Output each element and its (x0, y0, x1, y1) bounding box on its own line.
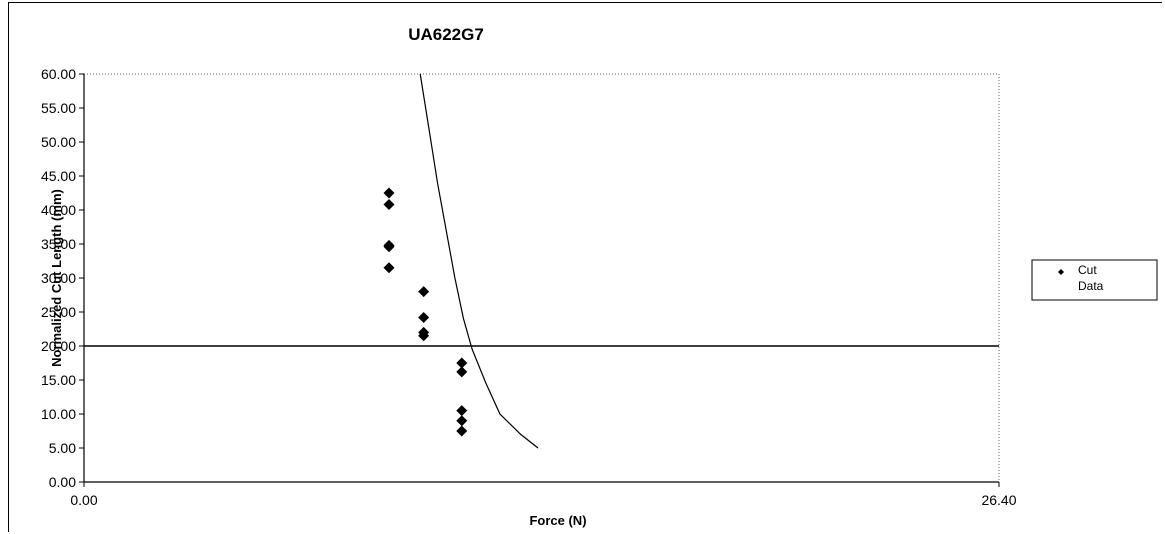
y-tick-label: 40.00 (41, 202, 76, 218)
legend-label-line1: Cut (1078, 263, 1097, 277)
data-point (456, 366, 468, 378)
x-axis-title: Force (N) (529, 513, 586, 528)
y-tick-label: 45.00 (41, 168, 76, 184)
data-point (456, 357, 468, 369)
data-point (418, 286, 430, 298)
y-tick-label: 25.00 (41, 304, 76, 320)
y-tick-label: 20.00 (41, 338, 76, 354)
legend: Cut Data (1031, 259, 1158, 301)
y-tick-label: 5.00 (49, 440, 76, 456)
chart-title: UA622G7 (408, 25, 484, 44)
y-tick-label: 35.00 (41, 236, 76, 252)
data-point (383, 262, 395, 274)
y-axis-title: Normalized Cut Length (mm) (49, 189, 64, 367)
data-point (418, 311, 430, 323)
y-tick-label: 0.00 (49, 474, 76, 490)
chart-frame: UA622G7 0.00 5.00 10.00 15.00 20.00 25.00 30.0… (8, 2, 1162, 532)
y-tick-label: 50.00 (41, 134, 76, 150)
y-tick-label: 55.00 (41, 100, 76, 116)
x-tick-label: 0.00 (70, 492, 97, 508)
fit-curve (419, 73, 539, 449)
y-tick-label: 10.00 (41, 406, 76, 422)
data-point (383, 199, 395, 211)
legend-diamond-marker (1058, 269, 1064, 275)
y-tick-label: 15.00 (41, 372, 76, 388)
data-point (383, 241, 395, 253)
legend-box (1031, 259, 1158, 301)
plot-area: 0.00 5.00 10.00 15.00 20.00 25.00 30.00 35.00 40… (41, 66, 1017, 508)
data-point (456, 405, 468, 417)
data-point (383, 187, 395, 199)
chart-canvas: UA622G7 0.00 5.00 10.00 15.00 20.00 25.00 30.0… (41, 25, 1158, 528)
y-tick-label: 60.00 (41, 66, 76, 82)
data-point (456, 415, 468, 427)
y-tick-label: 30.00 (41, 270, 76, 286)
legend-label-line2: Data (1078, 279, 1104, 293)
data-point (418, 330, 430, 342)
x-tick-label: 26.40 (981, 492, 1016, 508)
data-point (456, 425, 468, 437)
